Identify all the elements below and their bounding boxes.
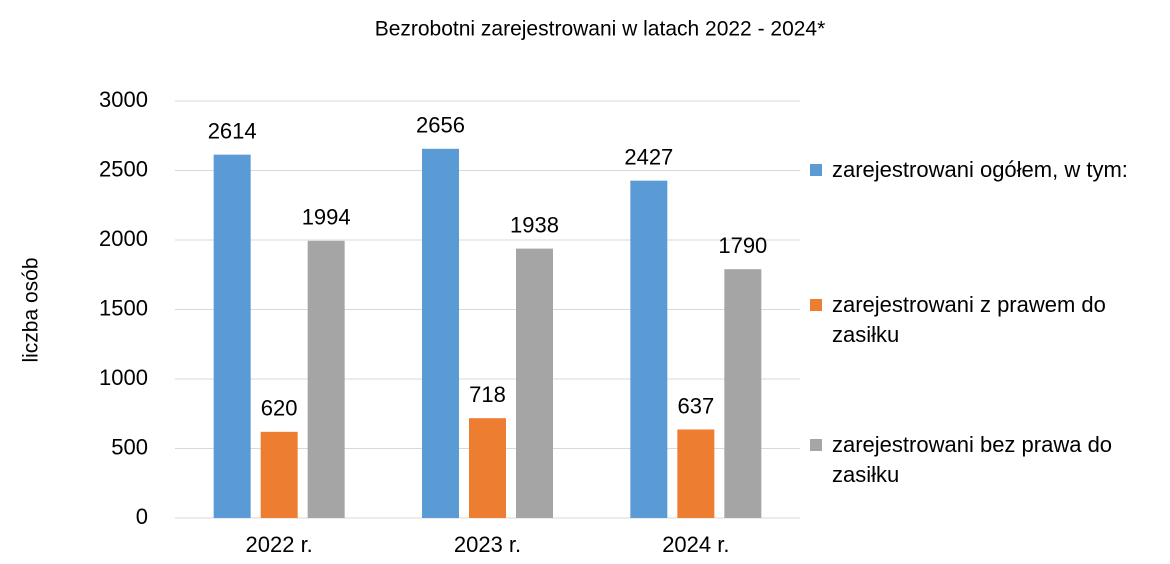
y-tick-label: 2000 bbox=[99, 226, 148, 251]
legend-item: zarejestrowani ogółem, w tym: bbox=[810, 155, 1155, 185]
x-tick-label: 2023 r. bbox=[454, 532, 521, 557]
legend-label: zarejestrowani bez prawa do zasiłku bbox=[832, 432, 1113, 487]
data-label: 1994 bbox=[302, 205, 351, 230]
y-tick-label: 1000 bbox=[99, 365, 148, 390]
x-tick-label: 2022 r. bbox=[246, 532, 313, 557]
bar bbox=[307, 240, 345, 519]
legend-item: zarejestrowani z prawem do zasiłku bbox=[810, 290, 1155, 350]
data-label: 637 bbox=[677, 393, 714, 418]
bar bbox=[630, 180, 668, 518]
y-axis-label: liczba osób bbox=[20, 257, 43, 362]
bar bbox=[260, 431, 298, 518]
legend-swatch bbox=[810, 164, 822, 176]
bar bbox=[516, 248, 553, 519]
x-tick-label: 2024 r. bbox=[662, 532, 729, 557]
legend-swatch bbox=[810, 299, 822, 311]
legend-swatch bbox=[810, 439, 822, 451]
y-tick-label: 0 bbox=[136, 504, 148, 529]
bar bbox=[677, 429, 715, 518]
data-label: 2614 bbox=[208, 118, 257, 143]
data-label: 2427 bbox=[624, 144, 673, 169]
bar bbox=[422, 148, 459, 519]
data-label: 1938 bbox=[510, 212, 559, 237]
y-tick-label: 500 bbox=[111, 434, 148, 459]
data-label: 620 bbox=[261, 396, 298, 421]
bar bbox=[724, 269, 762, 518]
bar bbox=[213, 154, 251, 519]
y-tick-label: 1500 bbox=[99, 295, 148, 320]
legend-label: zarejestrowani z prawem do zasiłku bbox=[832, 292, 1106, 347]
legend-item: zarejestrowani bez prawa do zasiłku bbox=[810, 430, 1155, 490]
data-label: 718 bbox=[469, 382, 506, 407]
legend-label: zarejestrowani ogółem, w tym: bbox=[832, 157, 1128, 182]
data-label: 1790 bbox=[718, 233, 767, 258]
y-tick-label: 2500 bbox=[99, 156, 148, 181]
chart-title: Bezrobotni zarejestrowani w latach 2022 … bbox=[375, 18, 826, 41]
y-tick-label: 3000 bbox=[99, 87, 148, 112]
bar bbox=[469, 418, 506, 518]
data-label: 2656 bbox=[416, 113, 465, 138]
